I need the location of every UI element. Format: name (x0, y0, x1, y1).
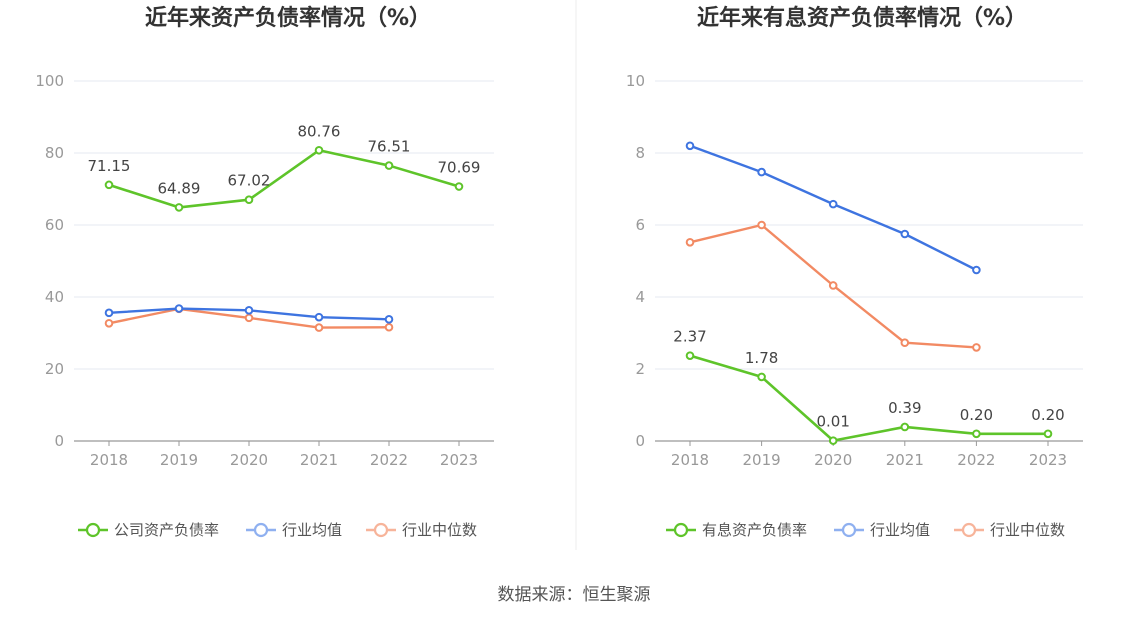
chart-title: 近年来有息资产负债率情况（%） (697, 5, 1027, 31)
legend-swatch-marker (961, 522, 977, 538)
data-label: 0.20 (960, 406, 993, 424)
data-label: 2.37 (673, 328, 706, 346)
interest-debt-ratio-chart: 近年来有息资产负债率情况（%） 0 2 4 6 8 10 2018 2019 2020 2021 20… (626, 5, 1083, 539)
data-point-avg (314, 312, 324, 322)
y-tick-label: 40 (45, 288, 64, 306)
legend-item-median: 行业中位数 (954, 521, 1065, 539)
x-tick-label: 2023 (1029, 451, 1067, 469)
chart-title: 近年来资产负债率情况（%） (145, 5, 431, 31)
legend-label: 有息资产负债率 (702, 521, 807, 539)
legend-swatch-marker (253, 522, 269, 538)
legend-label: 行业中位数 (402, 521, 477, 539)
legend-label: 公司资产负债率 (114, 521, 219, 539)
y-tick-label: 4 (635, 288, 645, 306)
data-point-company (384, 161, 394, 170)
legend-item-median: 行业中位数 (366, 521, 477, 539)
y-tick-label: 10 (626, 72, 645, 90)
legend-swatch-marker (673, 522, 689, 538)
y-tick-label: 6 (635, 216, 645, 234)
data-point-company (174, 203, 184, 212)
data-point-median (244, 313, 254, 323)
legend-label: 行业中位数 (990, 521, 1065, 539)
data-point-company (454, 182, 464, 191)
data-label: 1.78 (745, 349, 778, 367)
data-label: 76.51 (368, 138, 411, 156)
x-tick-label: 2019 (160, 451, 198, 469)
data-point-median (757, 220, 766, 230)
data-point-company (244, 195, 254, 205)
y-tick-label: 8 (635, 144, 645, 162)
data-label: 80.76 (298, 122, 341, 140)
y-tick-label: 80 (45, 144, 64, 162)
x-tick-label: 2021 (886, 451, 924, 469)
data-label: 64.89 (158, 179, 201, 197)
data-point-avg (757, 167, 766, 177)
y-tick-label: 2 (635, 360, 645, 378)
data-label: 0.39 (888, 399, 921, 417)
data-point-median (314, 323, 324, 332)
data-point-median (685, 237, 695, 247)
data-point-company (1043, 429, 1053, 439)
data-label: 0.01 (816, 413, 849, 431)
legend-item-avg: 行业均值 (834, 521, 930, 539)
y-tick-label: 0 (635, 432, 645, 450)
data-point-median (900, 338, 910, 348)
legend-swatch-marker (85, 522, 101, 538)
x-tick-label: 2020 (230, 451, 268, 469)
x-tick-label: 2022 (957, 451, 995, 469)
data-point-company (685, 351, 695, 360)
data-source-note: 数据来源：恒生聚源 (497, 585, 651, 605)
legend-swatch-marker (373, 522, 389, 538)
legend-label: 行业均值 (282, 521, 342, 539)
data-point-avg (685, 141, 695, 151)
data-point-avg (174, 304, 184, 313)
y-tick-label: 0 (54, 432, 64, 450)
data-point-median (972, 343, 981, 352)
x-tick-label: 2022 (370, 451, 408, 469)
x-tick-label: 2021 (300, 451, 338, 469)
legend-item-company: 有息资产负债率 (666, 521, 807, 539)
x-tick-label: 2018 (90, 451, 128, 469)
y-tick-label: 100 (35, 72, 64, 90)
data-point-avg (900, 229, 910, 239)
data-label: 0.20 (1031, 406, 1064, 424)
data-point-company (900, 422, 910, 432)
legend-item-company: 公司资产负债率 (78, 521, 219, 539)
legend-item-avg: 行业均值 (246, 521, 342, 539)
x-tick-label: 2018 (671, 451, 709, 469)
legend-label: 行业均值 (870, 521, 930, 539)
x-tick-label: 2019 (743, 451, 781, 469)
data-point-company (104, 180, 114, 190)
data-point-median (384, 322, 394, 332)
data-point-avg (972, 265, 981, 275)
data-point-company (757, 372, 766, 382)
data-label: 67.02 (228, 172, 271, 190)
series-line-company (689, 354, 1048, 442)
data-point-company (314, 145, 324, 155)
data-point-avg (384, 315, 394, 324)
y-tick-label: 20 (45, 360, 64, 378)
data-label: 71.15 (88, 157, 131, 175)
data-point-company (972, 429, 981, 439)
data-point-avg (828, 199, 838, 209)
data-label: 70.69 (438, 159, 481, 177)
data-point-median (104, 318, 114, 328)
data-point-company (828, 436, 838, 445)
debt-ratio-chart: 近年来资产负债率情况（%） 0 20 40 60 80 100 2018 2019 2020 202… (35, 5, 494, 539)
series-line-company (108, 148, 460, 209)
x-tick-label: 2023 (440, 451, 478, 469)
y-tick-label: 60 (45, 216, 64, 234)
data-point-avg (104, 308, 114, 318)
data-point-avg (244, 306, 254, 315)
data-point-median (828, 281, 838, 290)
legend-swatch-marker (841, 522, 857, 538)
x-tick-label: 2020 (814, 451, 852, 469)
